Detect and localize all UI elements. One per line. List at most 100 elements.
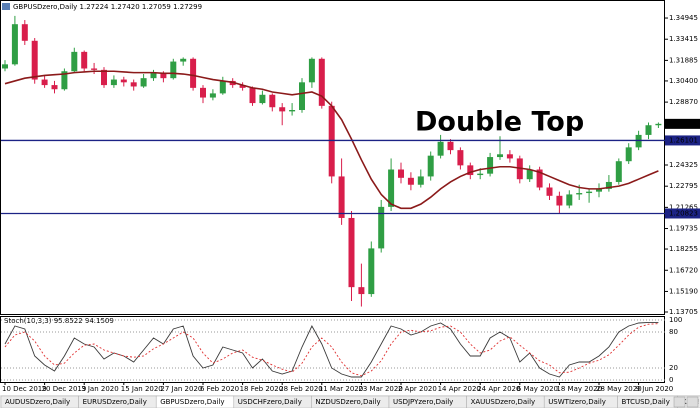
price-tick-label: 1.28870 [669,98,698,106]
date-label: 15 Jan 2020 [121,385,163,393]
candle-body [249,87,256,104]
stoch-line [4,323,659,377]
price-tick-label: 1.19735 [669,225,698,233]
tab-label[interactable]: XAUUSDzero,Daily [471,398,536,406]
candle-body [566,194,573,206]
candle-body [477,173,484,176]
candle-body [615,161,622,182]
chart-header: GBPUSDzero,Daily 1.27224 1.27420 1.27059… [13,3,202,11]
candle-body [2,64,8,69]
date-label: 11 Mar 2020 [319,385,363,393]
candle-body [160,72,167,79]
candle-body [91,68,98,70]
price-tick-label: 1.22795 [669,182,698,190]
tab-label[interactable]: NZDUSDzero,Daily [315,398,380,406]
candle-body [398,169,404,178]
date-label: 18 Feb 2020 [240,385,284,393]
candle-body [368,248,375,295]
candle-body [536,169,543,188]
candle-body [338,176,345,218]
price-tick-label: 1.31885 [669,56,698,64]
tab-label[interactable]: USWTIzero,Daily [548,398,606,406]
candle-body [328,105,335,177]
date-label: 20 Dec 2019 [42,385,87,393]
candle-body [635,134,642,148]
stoch-title: Stoch(10,3,3) 95.8522 94.1509 [4,317,114,325]
last-price-tag [665,118,700,129]
price-tick-label: 1.16720 [669,266,698,274]
candle-body [299,82,305,110]
candle-body [417,176,424,185]
candle-body [140,78,147,87]
last-price-label: 1.27299 [669,120,698,128]
price-tick-label: 1.15190 [669,287,698,295]
candle-body [487,157,494,174]
price-tick-label: 1.30400 [669,77,698,85]
candle-body [51,85,58,90]
candle-body [190,58,197,88]
tab-label[interactable]: AUDUSDzero,Daily [5,398,70,406]
candle-body [180,58,187,62]
candle-body [101,69,107,86]
candle-body [605,181,612,189]
price-tick-label: 1.34945 [669,14,698,22]
stoch-tick-label: 80 [669,328,678,336]
candle-body [506,154,513,159]
candle-body [41,79,48,86]
date-label: 28 Feb 2020 [279,385,323,393]
candle-body [497,154,503,158]
tab-scroll-right[interactable] [686,396,699,408]
candle-body [120,79,127,83]
candle-body [457,150,464,166]
candle-body [645,125,652,135]
price-tick-label: 1.33415 [669,35,698,43]
date-label: 2 Apr 2020 [398,385,437,393]
candle-body [81,51,88,69]
candle-body [219,80,226,94]
tab-label[interactable]: GBPUSDzero,Daily [160,398,224,406]
candle-body [308,58,315,83]
stoch-tick-label: 100 [669,316,682,324]
date-label: 10 Dec 2019 [2,385,47,393]
candle-body [170,61,177,79]
candle-body [556,195,563,206]
candle-body [655,123,662,126]
candle-body [289,110,296,112]
tab-label[interactable]: USDCHFzero,Daily [238,398,302,406]
candle-body [71,51,78,72]
price-tick-label: 1.21265 [669,203,698,211]
tab-label[interactable]: BTCUSD,Daily [621,398,669,406]
candle-body [378,206,385,249]
date-label: 6 May 2020 [517,385,558,393]
candle-body [546,187,553,196]
candle-body [586,191,593,194]
tab-label[interactable]: EURUSDzero,Daily [83,398,147,406]
price-tick-label: 1.13705 [669,308,698,316]
date-label: 6 Feb 2020 [200,385,239,393]
date-label: 24 Apr 2020 [477,385,520,393]
annotation: Double Top [415,107,584,138]
candle-body [625,147,632,162]
candle-body [200,87,206,98]
tab-label[interactable]: USDJPYzero,Daily [393,398,453,406]
candle-body [61,71,68,90]
stoch-line [4,321,659,378]
date-label: 18 May 2020 [556,385,602,393]
level-tag [665,135,700,146]
candle-body [150,72,157,79]
level-tag [665,208,700,219]
stoch-panel-frame [0,316,665,383]
tab-scroll-left[interactable] [673,396,686,408]
chart-icon [2,3,10,10]
candle-body [427,155,434,177]
price-tick-label: 1.24325 [669,161,698,169]
candle-body [437,141,444,156]
candle-body [259,94,266,104]
date-label: 9 Jun 2020 [636,385,674,393]
moving-average [4,70,659,210]
candle-body [130,82,137,87]
date-label: 3 Jan 2020 [81,385,119,393]
candle-body [209,93,216,98]
